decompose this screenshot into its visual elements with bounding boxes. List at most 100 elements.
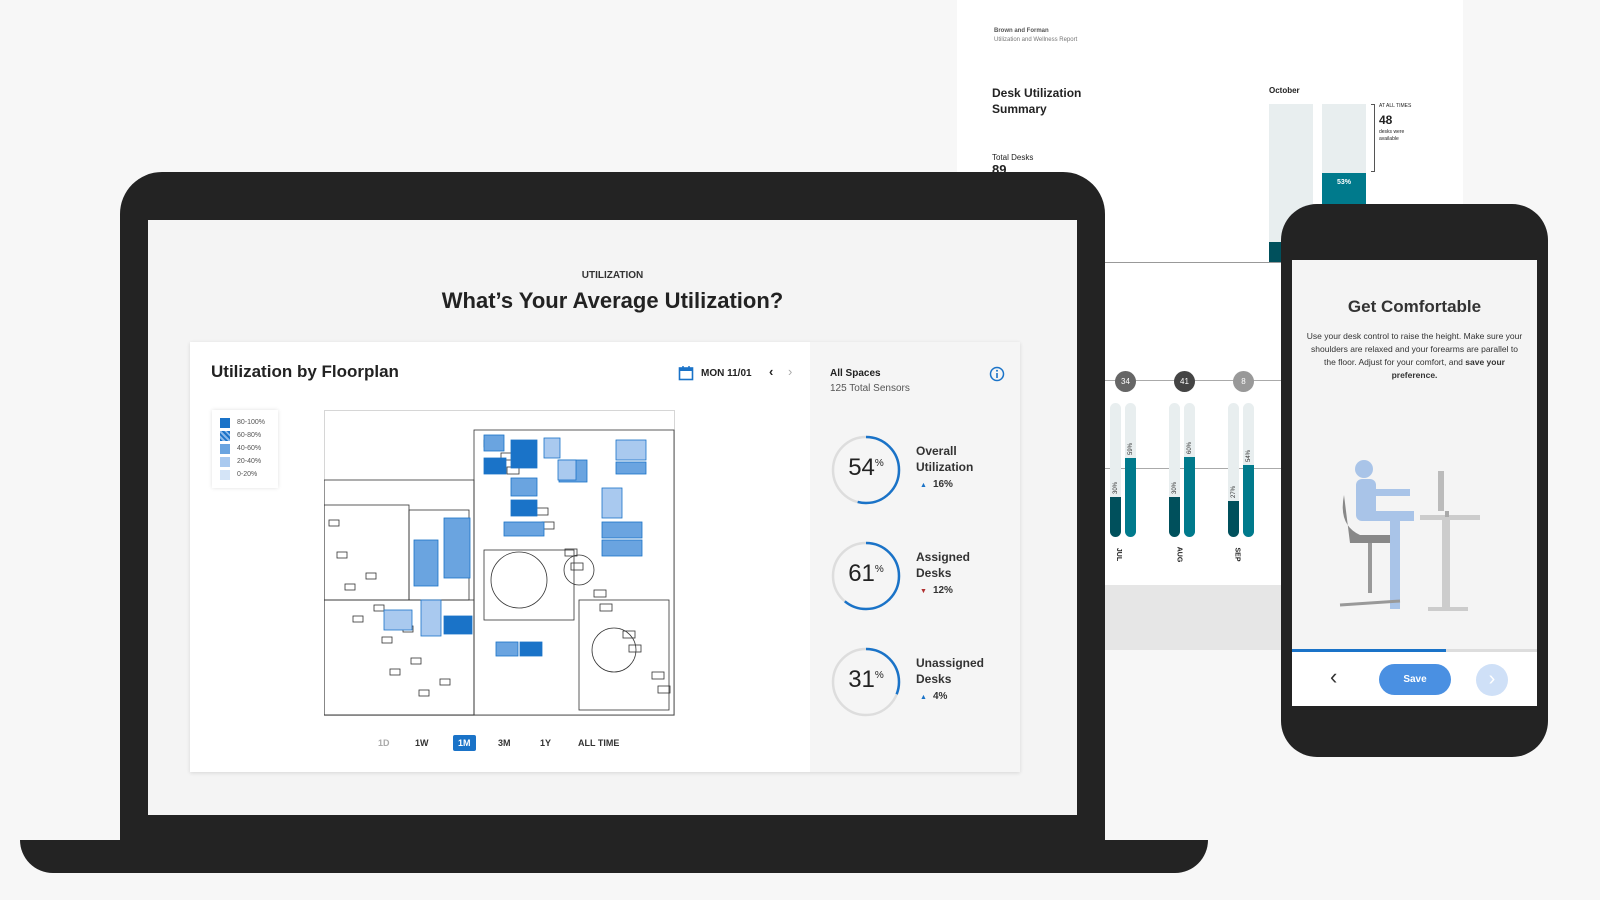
floorplan-space xyxy=(383,609,413,631)
progress-fill xyxy=(1292,649,1447,652)
stat-label: Unassigned Desks ▲ 4% xyxy=(916,656,985,702)
total-desks-label: Total Desks xyxy=(992,153,1034,162)
floorplan-space xyxy=(628,644,642,653)
floorplan-space xyxy=(381,636,393,644)
floorplan-space xyxy=(578,599,670,711)
floorplan-space xyxy=(557,459,577,481)
floorplan-space xyxy=(389,668,401,676)
panel-title: All Spaces xyxy=(830,368,881,379)
date-label[interactable]: MON 11/01 xyxy=(701,368,752,379)
floorplan-space xyxy=(593,589,607,598)
floorplan-card: Utilization by Floorplan MON 11/01 ‹ › 8… xyxy=(190,342,1020,772)
report-company: Brown and Forman xyxy=(994,28,1049,34)
floorplan-space xyxy=(328,519,340,527)
floorplan-space xyxy=(570,562,584,571)
floorplan-space xyxy=(510,499,538,517)
report-subtitle: Utilization and Wellness Report xyxy=(994,37,1078,43)
stat-label: Assigned Desks ▼ 12% xyxy=(916,550,971,596)
phone-screen: Get Comfortable Use your desk control to… xyxy=(1292,260,1537,706)
report-monthly-chart: 34 30% 59% JUL 41 30% 60% AUG 8 27% 54% SE… xyxy=(1105,262,1290,585)
floorplan-map[interactable] xyxy=(324,410,675,716)
floorplan-space xyxy=(439,678,451,686)
floorplan-space xyxy=(651,671,665,680)
page-title: What’s Your Average Utilization? xyxy=(441,288,784,313)
card-title: Utilization by Floorplan xyxy=(211,362,399,381)
info-icon[interactable] xyxy=(989,366,1005,382)
floorplan-space xyxy=(495,641,519,657)
month-badge: 34 xyxy=(1115,371,1136,392)
floorplan-space xyxy=(420,599,442,637)
legend-item: 0-20% xyxy=(220,468,278,481)
arrow-down-icon: ▼ xyxy=(920,588,927,595)
available-count: 48 xyxy=(1379,113,1393,127)
back-button[interactable]: ‹ xyxy=(1330,664,1338,689)
floorplan-space xyxy=(615,439,647,461)
month-bar-high: 54% xyxy=(1243,403,1254,537)
floorplan-space xyxy=(373,604,385,612)
floorplan-space xyxy=(622,630,636,639)
legend-item: 60-80% xyxy=(220,429,278,442)
floorplan-space xyxy=(344,583,356,591)
month-bar-high: 59% xyxy=(1125,403,1136,537)
legend-swatch xyxy=(220,456,230,467)
floorplan-space xyxy=(543,437,561,459)
legend-swatch xyxy=(220,469,230,480)
arrow-up-icon: ▲ xyxy=(920,694,927,701)
floorplan-space xyxy=(443,517,471,579)
available-text: desks were available xyxy=(1379,129,1405,142)
timeframe-1y[interactable]: 1Y xyxy=(540,738,552,748)
floorplan-space xyxy=(413,539,439,587)
floorplan-space xyxy=(564,548,578,557)
timeframe-1d[interactable]: 1D xyxy=(378,738,390,748)
legend-item: 20-40% xyxy=(220,455,278,468)
prev-date-button[interactable]: ‹ xyxy=(769,364,774,379)
floorplan-space xyxy=(483,549,575,621)
floorplan-space xyxy=(410,657,422,665)
floorplan-space xyxy=(599,603,613,612)
legend-swatch xyxy=(220,430,230,441)
floorplan-space xyxy=(443,615,473,635)
legend: 80-100% 60-80% 40-60% 20-40% 0-20% xyxy=(212,410,278,488)
floorplan-space xyxy=(336,551,348,559)
gauge: 54% xyxy=(830,434,902,506)
report-footer-band xyxy=(1105,585,1290,650)
laptop-base xyxy=(20,840,1208,873)
floorplan-space xyxy=(352,615,364,623)
floorplan-space xyxy=(510,477,538,497)
floorplan-space xyxy=(601,521,643,539)
panel-subtitle: 125 Total Sensors xyxy=(830,383,910,394)
at-all-times: AT ALL TIMES xyxy=(1379,103,1412,109)
gauge: 31% xyxy=(830,646,902,718)
gauge: 61% xyxy=(830,540,902,612)
month-bar-high: 60% xyxy=(1184,403,1195,537)
legend-swatch xyxy=(220,443,230,454)
calendar-icon[interactable] xyxy=(678,365,694,381)
timeframe-1m[interactable]: 1M xyxy=(453,735,476,751)
save-button[interactable]: Save xyxy=(1379,664,1451,695)
floorplan-space xyxy=(510,439,538,469)
floorplan-space xyxy=(615,461,647,475)
month-bar-low: 30% xyxy=(1169,403,1180,537)
month-label: AUG xyxy=(1175,546,1183,563)
timeframe-all-time[interactable]: ALL TIME xyxy=(578,738,620,748)
month-label: JUL xyxy=(1115,547,1123,562)
legend-item: 40-60% xyxy=(220,442,278,455)
floorplan-space xyxy=(365,572,377,580)
next-date-button[interactable]: › xyxy=(788,364,793,379)
floorplan-space xyxy=(483,457,507,475)
month-badge: 41 xyxy=(1174,371,1195,392)
legend-item: 80-100% xyxy=(220,416,278,429)
report-title: Desk Utilization Summary xyxy=(992,86,1082,116)
month-label: SEP xyxy=(1233,547,1241,562)
timeframe-3m[interactable]: 3M xyxy=(498,738,511,748)
next-button[interactable]: › xyxy=(1476,664,1508,696)
month-badge: 8 xyxy=(1233,371,1254,392)
timeframe-1w[interactable]: 1W xyxy=(415,738,429,748)
desk-ergonomics-illustration xyxy=(1339,460,1480,611)
floorplan-space xyxy=(601,487,623,519)
month-bar-low: 30% xyxy=(1110,403,1121,537)
eyebrow: UTILIZATION xyxy=(581,270,644,281)
floorplan-space xyxy=(483,434,505,452)
floorplan-space xyxy=(418,689,430,697)
phone-title: Get Comfortable xyxy=(1347,297,1482,316)
